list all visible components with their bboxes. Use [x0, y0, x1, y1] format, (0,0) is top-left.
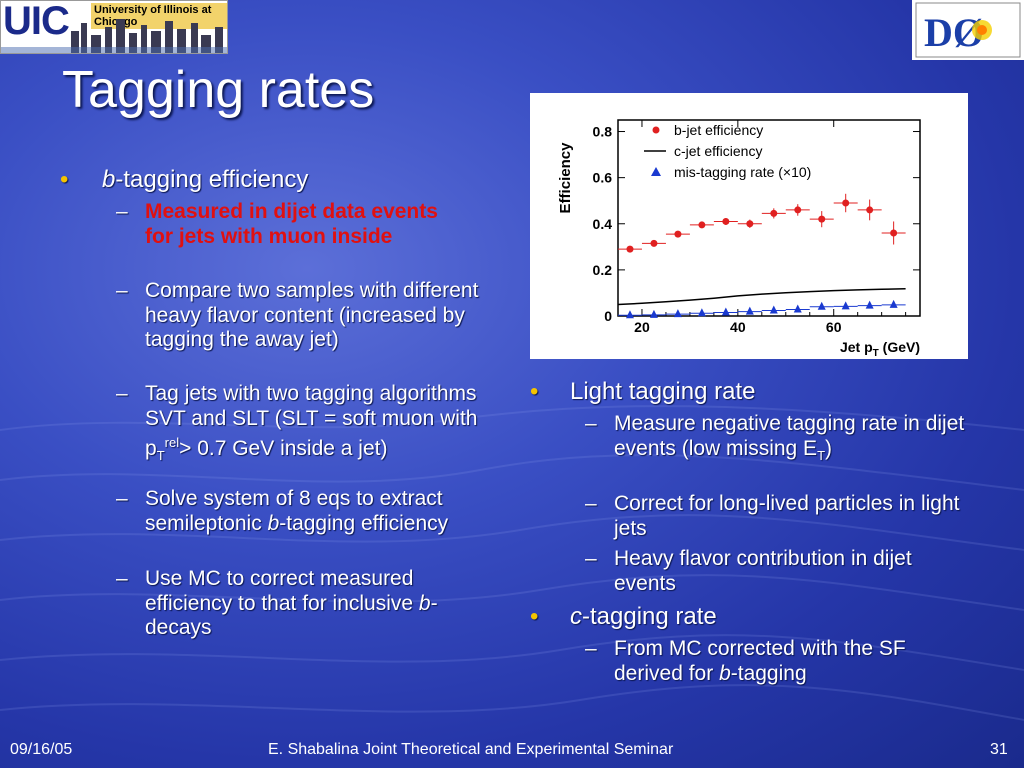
bjet-point — [650, 239, 658, 247]
bjet-point — [794, 206, 802, 214]
tag-jets-text-end: > 0.7 GeV inside a jet) — [179, 437, 388, 460]
mistag-point — [673, 309, 682, 318]
x-tick-label: 20 — [634, 319, 650, 335]
bjet-point — [698, 221, 706, 229]
bjet-point — [746, 220, 754, 228]
et-subscript: T — [817, 447, 826, 463]
bjet-point — [842, 199, 850, 207]
bjet-point — [626, 245, 634, 253]
b-italic-2: b — [267, 511, 280, 535]
uic-university-name: University of Illinois at Chicago — [91, 3, 227, 29]
from-mc-text-end: -tagging — [730, 661, 807, 685]
y-axis-label: Efficiency — [557, 142, 574, 214]
left-sub-2: – Compare two samples with different hea… — [116, 279, 486, 353]
right-sub-4: – From MC corrected with the SF derived … — [585, 637, 906, 685]
light-tagging-rate-label: Light tagging rate — [570, 378, 756, 405]
left-sub-1: – Measured in dijet data events for jets… — [116, 200, 466, 249]
mistag-point — [769, 305, 778, 314]
uic-logo-text: UIC — [3, 0, 70, 43]
heavy-flavor-text: Heavy flavor contribution in dijet event… — [614, 547, 912, 595]
x-tick-label: 40 — [730, 319, 746, 335]
legend-marker-mistag — [651, 167, 661, 176]
bullet-icon: • — [530, 378, 539, 405]
y-tick-label: 0.4 — [593, 216, 613, 232]
mistag-point — [841, 301, 850, 310]
legend-label: c-jet efficiency — [674, 143, 762, 159]
use-mc-text-end: -decays — [145, 591, 438, 640]
left-sub-4: – Solve system of 8 eqs to extract semil… — [116, 487, 449, 535]
mistag-point — [649, 309, 658, 318]
skyline-image — [1, 19, 227, 53]
right-sub-1: – Measure negative tagging rate in dijet… — [585, 412, 965, 463]
plot-frame — [617, 119, 921, 317]
x-axis-label: Jet pT (GeV) — [840, 339, 920, 359]
b-italic-3: b — [418, 591, 431, 615]
efficiency-chart-svg: 0 0.2 0.4 0.6 0.8 20 40 60 Efficiency Jet pT (GeV… — [557, 119, 921, 359]
measure-negative-text: Measure negative tagging rate in dijet e… — [614, 412, 965, 460]
y-tick-label: 0 — [604, 308, 612, 324]
efficiency-chart: 0 0.2 0.4 0.6 0.8 20 40 60 Efficiency Jet pT (GeV… — [530, 93, 968, 359]
b-tagging-efficiency-label: -tagging efficiency — [115, 166, 309, 193]
y-tick-label: 0.8 — [593, 124, 613, 140]
bjet-point — [890, 229, 898, 237]
bullet-icon: • — [530, 603, 539, 630]
y-tick-label: 0.6 — [593, 170, 613, 186]
mistag-point — [817, 301, 826, 310]
bjet-point — [866, 206, 874, 214]
left-sub-5: – Use MC to correct measured efficiency … — [116, 567, 438, 640]
b-italic-4: b — [719, 661, 731, 685]
y-tick-label: 0.2 — [593, 262, 613, 278]
legend-label: mis-tagging rate (×10) — [674, 164, 811, 180]
slide-title: Tagging rates — [62, 61, 375, 119]
footer-page-number: 31 — [990, 741, 1008, 758]
left-sub-3: – Tag jets with two tagging algorithms S… — [116, 382, 478, 464]
c-tagging-rate-label: -tagging rate — [582, 603, 717, 630]
compare-two-samples-text: Compare two samples with different heavy… — [145, 279, 479, 351]
mistag-point — [793, 304, 802, 313]
solve-system-text: Solve system of 8 eqs to extract semilep… — [145, 487, 443, 535]
mistag-point — [625, 310, 634, 319]
solve-system-text-end: -tagging efficiency — [279, 511, 449, 535]
measured-in-dijet-text: Measured in dijet data events for jets w… — [145, 200, 438, 248]
legend-marker-bjet — [652, 126, 660, 134]
mistag-point — [745, 306, 754, 315]
c-italic: c — [570, 603, 582, 630]
correct-long-lived-text: Correct for long-lived particles in ligh… — [614, 492, 960, 540]
cjet-efficiency-line — [617, 288, 906, 306]
d0-emblem: DØ — [915, 2, 1021, 58]
right-sub-3: – Heavy flavor contribution in dijet eve… — [585, 547, 970, 596]
footer-date: 09/16/05 — [10, 741, 73, 758]
bjet-point — [674, 230, 682, 238]
bjet-point — [770, 209, 778, 217]
uic-logo: UIC University of Illinois at Chicago — [0, 0, 228, 54]
bullet-icon: • — [60, 166, 69, 193]
footer-center-text: E. Shabalina Joint Theoretical and Exper… — [268, 741, 674, 758]
legend-label: b-jet efficiency — [674, 122, 763, 138]
bjet-point — [818, 215, 826, 223]
from-mc-text: From MC corrected with the SF derived fo… — [614, 637, 906, 685]
mistag-point — [697, 308, 706, 317]
tag-jets-text: Tag jets with two tagging algorithms SVT… — [145, 382, 478, 460]
b-italic: b — [102, 166, 116, 193]
d0-logo: DØ — [912, 0, 1024, 60]
mistag-point — [889, 299, 898, 308]
rel-superscript: rel — [164, 435, 180, 450]
pt-subscript: T — [156, 448, 165, 464]
measure-negative-text-end: ) — [825, 436, 833, 460]
use-mc-text: Use MC to correct measured efficiency to… — [145, 567, 419, 615]
mistag-point — [721, 307, 730, 316]
mistag-point — [865, 300, 874, 309]
x-tick-label: 60 — [826, 319, 842, 335]
bjet-point — [722, 217, 730, 225]
right-sub-2: – Correct for long-lived particles in li… — [585, 492, 970, 541]
